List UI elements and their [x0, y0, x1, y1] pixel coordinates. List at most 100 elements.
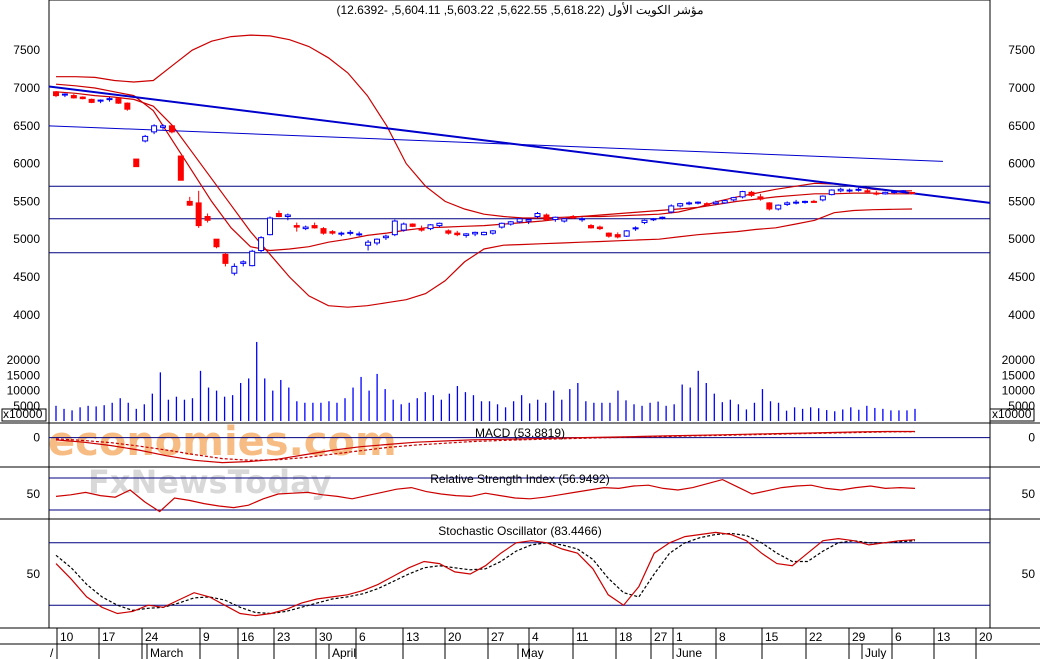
candle-body [329, 231, 336, 234]
candle-body [695, 201, 701, 204]
price-ytick-left: 7500 [13, 43, 40, 57]
rsi-title: Relative Strength Index (56.9492) [430, 472, 609, 486]
candle-body [463, 233, 470, 236]
candle-body [97, 99, 104, 102]
stochastic-ytick-right: 50 [1022, 567, 1036, 581]
candle-body [240, 261, 247, 264]
x-day-label: 22 [809, 630, 823, 644]
price-ytick-right: 5000 [1008, 232, 1035, 246]
candle-body [721, 200, 728, 204]
candle-body [570, 216, 577, 219]
volume-ytick-right: 20000 [1002, 353, 1036, 367]
candle-body [712, 201, 719, 205]
candle-body [454, 232, 461, 236]
x-month-label: March [150, 646, 183, 659]
candle-body [391, 220, 398, 236]
x-day-label: 4 [532, 630, 539, 644]
x-month-label: July [865, 646, 886, 659]
candle-body [552, 216, 559, 221]
candle-body [900, 190, 907, 193]
x-leading-tick: / [50, 646, 54, 659]
candle-body [891, 191, 898, 194]
price-ytick-right: 5500 [1008, 194, 1035, 208]
candle-body [873, 192, 880, 195]
candle-body [472, 231, 479, 235]
candle-body [766, 202, 773, 210]
candle-body [534, 212, 541, 218]
volume-ytick-left: 10000 [7, 384, 41, 398]
candle-body [347, 231, 354, 234]
price-ytick-right: 7500 [1008, 43, 1035, 57]
x-day-label: 27 [491, 630, 505, 644]
candle-body [489, 230, 496, 234]
candle-body [70, 95, 77, 99]
candle-body [614, 234, 621, 238]
candle-body [775, 204, 782, 210]
volume-multiplier-left: x10000 [3, 407, 43, 421]
x-day-label: 30 [319, 630, 333, 644]
candle-body [356, 233, 363, 236]
candle-body [561, 218, 568, 222]
candle-body [213, 238, 220, 248]
candle-body [864, 190, 871, 193]
x-day-label: 1 [676, 630, 683, 644]
stochastic-title: Stochastic Oscillator (83.4466) [438, 524, 601, 538]
candle-body [293, 225, 300, 228]
x-month-label: May [521, 646, 544, 659]
macd-line [55, 430, 915, 464]
price-ytick-right: 6500 [1008, 119, 1035, 133]
candle-body [909, 191, 915, 195]
volume-multiplier-box-right [989, 408, 1035, 422]
candle-body [222, 253, 229, 264]
macd-ytick-right: 0 [1028, 431, 1035, 445]
candle-body [686, 202, 693, 205]
price-ytick-right: 7000 [1008, 81, 1035, 95]
candle-body [427, 224, 434, 230]
price-ytick-left: 4000 [13, 308, 40, 322]
candle-body [498, 222, 505, 228]
chart-title: مؤشر الكويت الأول (5,618.22, 5,622.55, 5… [337, 2, 704, 17]
candle-body [275, 212, 282, 218]
candle-body [659, 216, 666, 219]
candle-body [249, 250, 256, 267]
candle-body [641, 219, 648, 224]
candle-body [596, 226, 603, 230]
volume-multiplier-box-left [1, 408, 47, 422]
x-day-label: 27 [654, 630, 668, 644]
x-day-label: 17 [102, 630, 116, 644]
candle-body [793, 201, 800, 204]
candle-body [436, 222, 443, 227]
watermark-fxnewstoday: FxNewsToday [88, 463, 332, 501]
candle-body [195, 202, 202, 227]
candle-body [133, 158, 140, 168]
candle-body [507, 221, 514, 225]
candle-body [365, 241, 372, 246]
candle-body [757, 196, 764, 200]
x-axis: 10 17 24 9 16 23 30 6 13 20 27 4 11 18 27 1 8 15 22 29 6 13 20… [0, 628, 1040, 659]
candle-body [828, 189, 835, 196]
bollinger-upper-line [56, 34, 912, 219]
candle-body [400, 223, 407, 231]
candle-body [311, 225, 318, 229]
candle-body [588, 225, 594, 229]
candle-body [445, 230, 452, 234]
bollinger-lower-line [55, 91, 913, 308]
x-day-label: 13 [406, 630, 420, 644]
candle-body [267, 217, 273, 236]
candle-body [837, 188, 844, 192]
candle-body [650, 218, 657, 221]
candle-body [302, 226, 309, 230]
candle-body [525, 219, 532, 222]
x-day-label: 13 [937, 630, 951, 644]
candle-body [142, 135, 149, 142]
candle-body [231, 265, 238, 274]
candle-body [284, 214, 291, 218]
x-day-label: 18 [619, 630, 633, 644]
candle-body [79, 96, 86, 100]
candle-body [846, 189, 853, 192]
x-day-label: 10 [60, 630, 74, 644]
candle-body [810, 200, 817, 203]
x-day-label: 9 [203, 630, 210, 644]
